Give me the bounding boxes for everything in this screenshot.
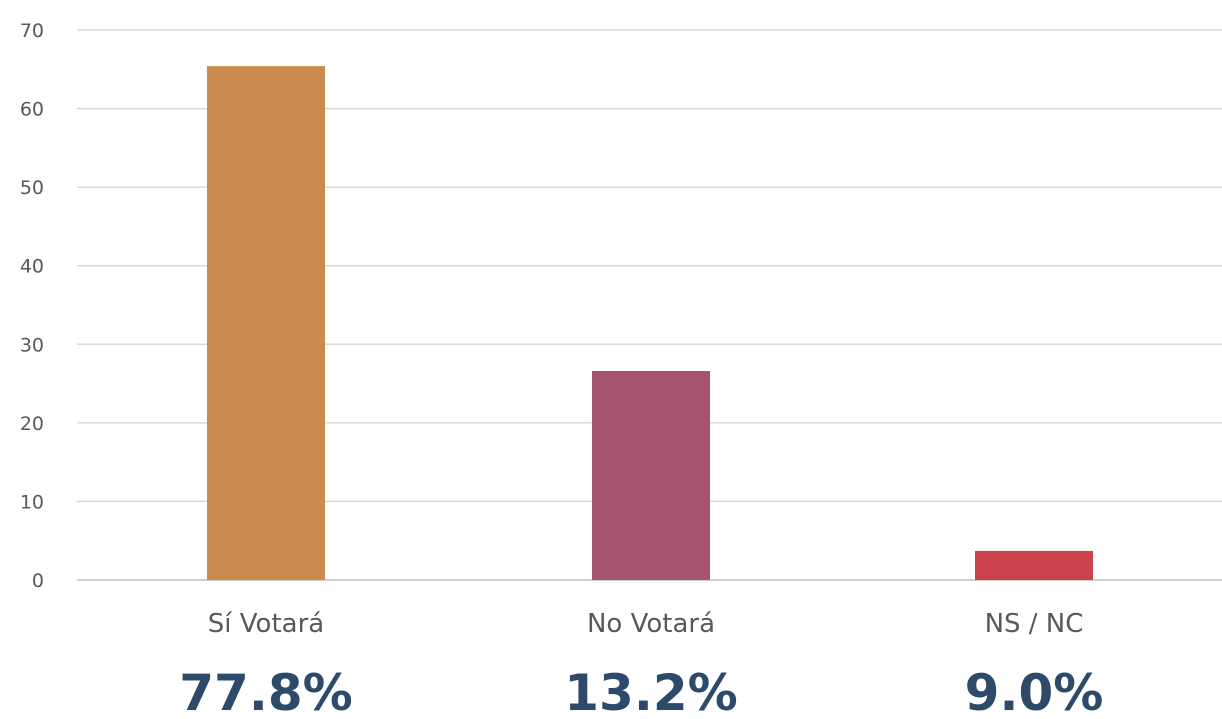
bar — [592, 371, 710, 580]
x-category-label: NS / NC — [985, 609, 1084, 639]
percent-label: 13.2% — [564, 664, 737, 719]
bar — [975, 550, 1093, 580]
y-tick-label: 0 — [32, 570, 44, 592]
y-tick-label: 10 — [20, 491, 44, 513]
y-tick-label: 30 — [20, 334, 44, 356]
x-category-label: Sí Votará — [208, 609, 324, 639]
y-tick-label: 60 — [20, 99, 44, 121]
x-category-label: No Votará — [587, 609, 715, 639]
percent-label: 77.8% — [179, 664, 352, 719]
bar — [207, 66, 325, 580]
y-tick-label: 40 — [20, 256, 44, 278]
y-tick-label: 20 — [20, 413, 44, 435]
y-tick-label: 50 — [20, 177, 44, 199]
y-tick-label: 70 — [20, 20, 44, 42]
percent-label: 9.0% — [965, 664, 1104, 719]
